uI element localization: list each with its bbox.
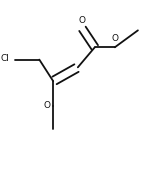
Text: O: O: [43, 101, 51, 110]
Text: Cl: Cl: [0, 54, 9, 63]
Text: O: O: [79, 16, 86, 25]
Text: O: O: [111, 34, 118, 43]
